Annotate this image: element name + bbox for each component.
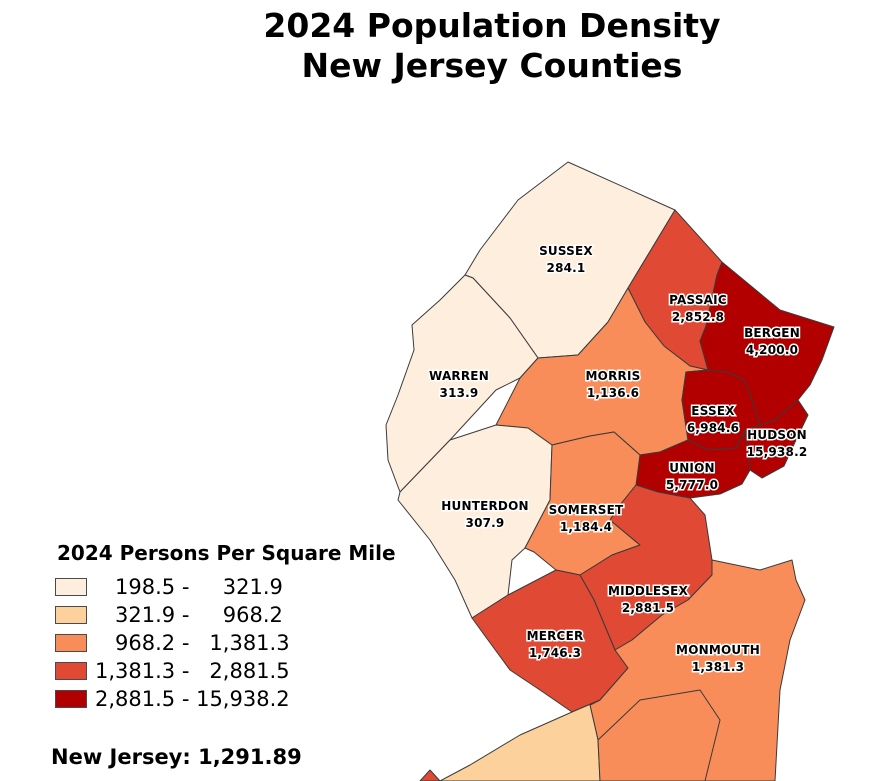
- label-morris-name: MORRIS: [586, 369, 641, 383]
- label-somerset-value: 1,184.4: [560, 520, 612, 534]
- legend-range: 2,881.5 - 15,938.2: [95, 687, 290, 711]
- label-middlesex-value: 2,881.5: [622, 601, 674, 615]
- legend-item: 321.9 - 968.2: [55, 603, 355, 627]
- label-hunterdon-name: HUNTERDON: [441, 499, 528, 513]
- county-labels: SUSSEX 284.1 PASSAIC 2,852.8 BERGEN 4,20…: [428, 243, 809, 676]
- label-mercer-value: 1,746.3: [529, 646, 581, 660]
- label-union-value: 5,777.0: [666, 478, 718, 492]
- label-morris-value: 1,136.6: [587, 386, 639, 400]
- label-essex-name: ESSEX: [691, 404, 735, 418]
- legend-range: 968.2 - 1,381.3: [95, 631, 290, 655]
- legend-item: 2,881.5 - 15,938.2: [55, 687, 355, 711]
- label-monmouth-value: 1,381.3: [692, 660, 744, 674]
- county-burlington-partial[interactable]: [439, 699, 601, 781]
- legend-item: 198.5 - 321.9: [55, 575, 355, 599]
- legend-item: 1,381.3 - 2,881.5: [55, 659, 355, 683]
- county-camden-partial[interactable]: [419, 769, 441, 781]
- label-mercer-name: MERCER: [527, 629, 584, 643]
- label-bergen-name: BERGEN: [744, 326, 800, 340]
- label-sussex-name: SUSSEX: [539, 244, 593, 258]
- legend-range: 321.9 - 968.2: [95, 603, 283, 627]
- label-warren-value: 313.9: [440, 386, 479, 400]
- label-union-name: UNION: [669, 461, 715, 475]
- label-bergen-value: 4,200.0: [746, 343, 798, 357]
- label-hunterdon-value: 307.9: [466, 516, 505, 530]
- map-title-line-2: New Jersey Counties: [301, 46, 683, 85]
- legend-swatch: [55, 606, 87, 624]
- label-hudson-value: 15,938.2: [747, 445, 808, 459]
- county-ocean-partial[interactable]: [597, 689, 721, 781]
- legend-range: 198.5 - 321.9: [95, 575, 283, 599]
- label-passaic-name: PASSAIC: [669, 293, 727, 307]
- label-warren-name: WARREN: [429, 369, 489, 383]
- label-hudson-name: HUDSON: [747, 428, 807, 442]
- label-sussex-value: 284.1: [547, 261, 586, 275]
- state-summary: New Jersey: 1,291.89: [51, 745, 302, 769]
- legend-title: 2024 Persons Per Square Mile: [57, 541, 396, 565]
- label-somerset-name: SOMERSET: [549, 503, 624, 517]
- legend-swatch: [55, 634, 87, 652]
- label-essex-value: 6,984.6: [687, 421, 739, 435]
- legend-swatch: [55, 578, 87, 596]
- label-passaic-value: 2,852.8: [672, 310, 724, 324]
- legend-swatch: [55, 690, 87, 708]
- label-middlesex-name: MIDDLESEX: [608, 584, 689, 598]
- map-title-line-1: 2024 Population Density: [263, 6, 721, 45]
- legend-range: 1,381.3 - 2,881.5: [95, 659, 290, 683]
- legend-item: 968.2 - 1,381.3: [55, 631, 355, 655]
- legend-swatch: [55, 662, 87, 680]
- label-monmouth-name: MONMOUTH: [676, 643, 760, 657]
